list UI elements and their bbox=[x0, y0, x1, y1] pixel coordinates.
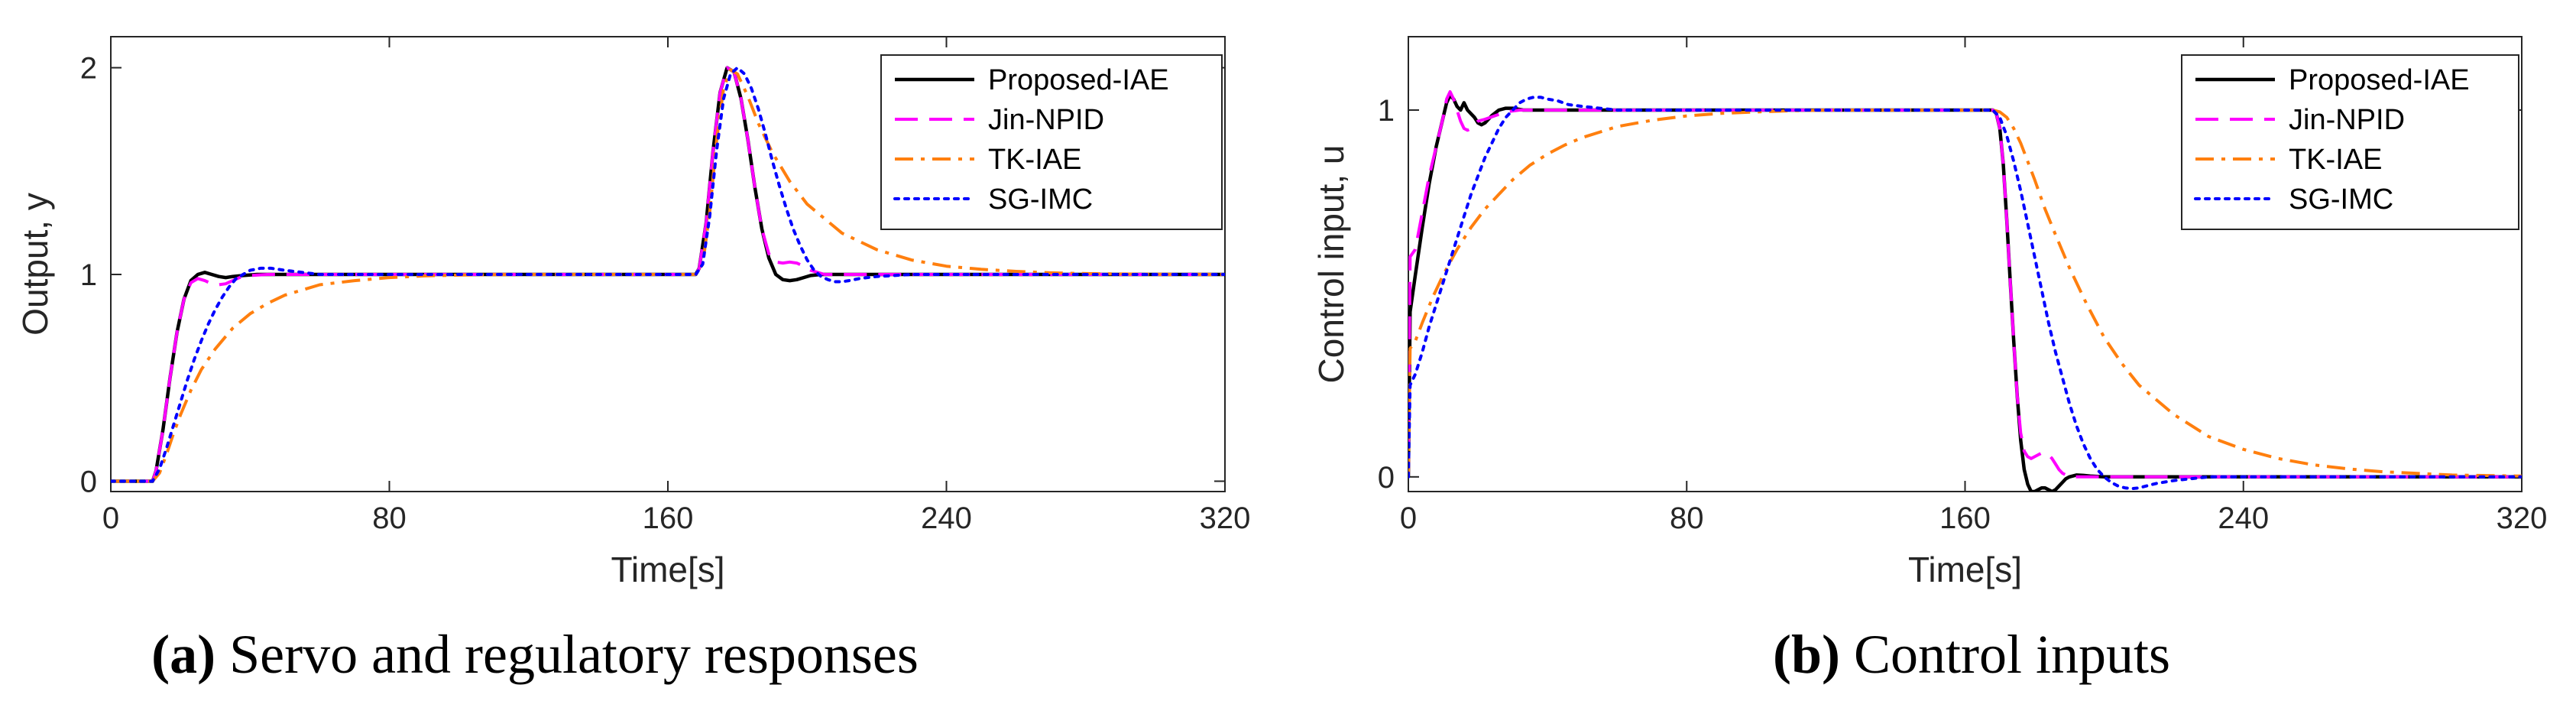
legend-entry-label: Jin-NPID bbox=[2289, 104, 2405, 136]
y-axis-label: Output, y bbox=[15, 193, 55, 336]
figure-caption: (a) Servo and regulatory responses bbox=[151, 624, 919, 685]
x-axis-label: Time[s] bbox=[611, 550, 724, 589]
x-tick-label: 80 bbox=[1670, 501, 1704, 535]
caption-text: Servo and regulatory responses bbox=[215, 624, 919, 685]
series-line-tk-iae bbox=[1408, 109, 2522, 478]
x-tick-label: 240 bbox=[2218, 501, 2269, 535]
series-line-proposed-iae bbox=[111, 66, 1225, 483]
y-tick-label: 2 bbox=[80, 52, 97, 86]
y-tick-label: 0 bbox=[1378, 461, 1395, 495]
y-axis-label: Control input, u bbox=[1311, 145, 1351, 384]
legend-entry-label: SG-IMC bbox=[988, 183, 1093, 216]
y-tick-label: 0 bbox=[80, 465, 97, 498]
caption-text: Control inputs bbox=[1840, 624, 2170, 685]
legend-entry-label: Proposed-IAE bbox=[988, 64, 1169, 96]
y-tick-label: 1 bbox=[80, 258, 97, 292]
caption-tag: (a) bbox=[151, 624, 215, 685]
x-tick-label: 160 bbox=[1939, 501, 1991, 535]
series-group bbox=[111, 66, 1225, 483]
x-tick-label: 80 bbox=[372, 501, 407, 535]
x-tick-label: 320 bbox=[1200, 501, 1251, 535]
legend-entry-label: TK-IAE bbox=[2289, 144, 2382, 176]
series-line-jin-npid bbox=[111, 66, 1225, 483]
chart-a: 0 80 160 240 320 0 1 2 Time[s] Output, y Proposed-… bbox=[15, 36, 1251, 685]
series-line-sg-imc bbox=[111, 66, 1225, 483]
y-tick-label: 1 bbox=[1378, 94, 1395, 128]
figure-caption: (b) Control inputs bbox=[1773, 624, 2170, 685]
x-tick-label: 240 bbox=[921, 501, 972, 535]
legend: Proposed-IAE Jin-NPID TK-IAE SG-IMC bbox=[880, 54, 1223, 230]
x-tick-label: 160 bbox=[643, 501, 694, 535]
legend-entry-label: Proposed-IAE bbox=[2289, 64, 2470, 96]
x-axis-label: Time[s] bbox=[1908, 550, 2022, 589]
caption-tag: (b) bbox=[1773, 624, 1840, 685]
legend-entry-label: SG-IMC bbox=[2289, 183, 2393, 216]
series-line-sg-imc bbox=[1408, 96, 2522, 491]
x-tick-label: 320 bbox=[2497, 501, 2548, 535]
legend-entry-label: TK-IAE bbox=[988, 144, 1081, 176]
legend-entry-label: Jin-NPID bbox=[988, 104, 1104, 136]
series-group bbox=[1408, 90, 2522, 492]
legend: Proposed-IAE Jin-NPID TK-IAE SG-IMC bbox=[2181, 54, 2519, 230]
chart-b: 0 80 160 240 320 0 1 Time[s] Control input, u Pro… bbox=[1311, 36, 2548, 685]
x-tick-label: 0 bbox=[102, 501, 119, 535]
x-tick-label: 0 bbox=[1400, 501, 1417, 535]
